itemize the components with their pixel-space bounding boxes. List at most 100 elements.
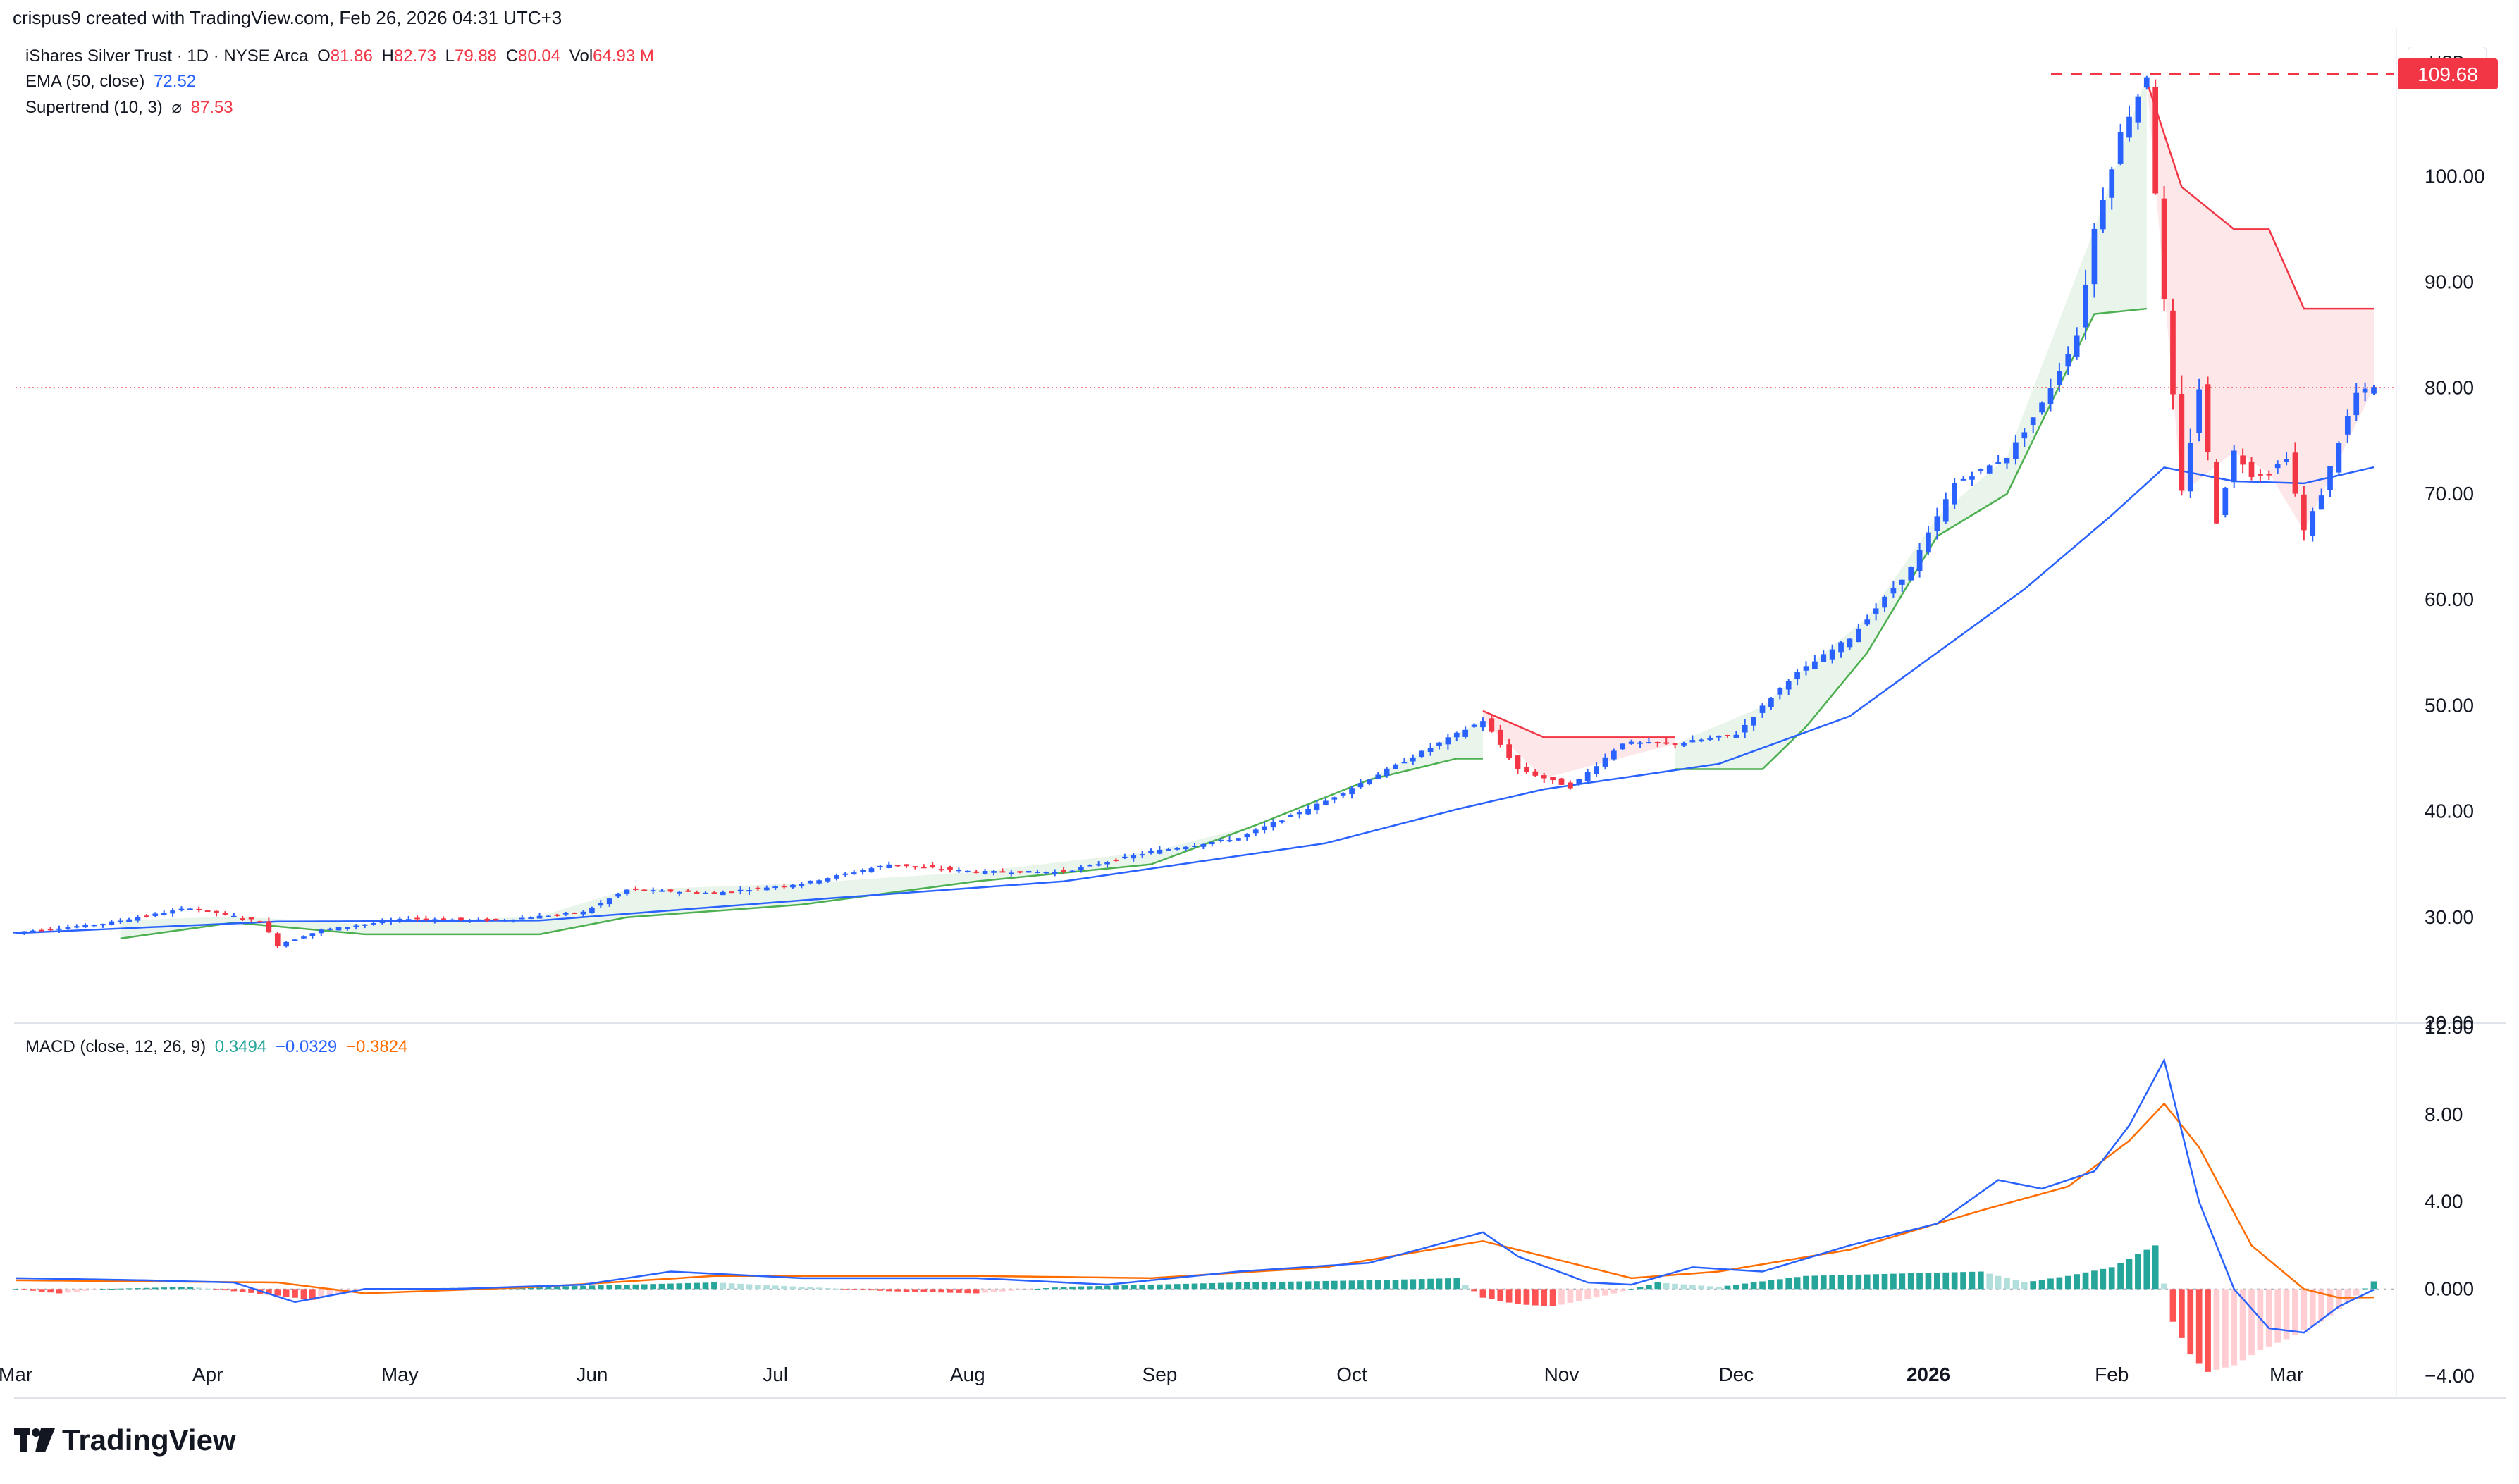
candle-body: [204, 910, 211, 913]
candle-body: [676, 891, 682, 894]
macd-hist-bar: [300, 1289, 307, 1299]
candle-body: [2170, 310, 2176, 395]
candle-body: [1279, 820, 1285, 822]
candle-body: [1663, 742, 1670, 744]
macd-hist-bar: [1095, 1285, 1102, 1290]
candle-body: [842, 873, 849, 875]
macd-hist-bar: [56, 1289, 63, 1294]
time-tick-label: Mar: [0, 1364, 32, 1385]
legend-supertrend-value: 87.53: [190, 98, 233, 117]
macd-line: [15, 1057, 2375, 1334]
candle-body: [502, 920, 507, 922]
macd-hist-bar: [650, 1284, 656, 1290]
macd-hist-bar: [1716, 1287, 1722, 1290]
macd-hist-bar: [1794, 1277, 1801, 1290]
macd-hist-bar: [1401, 1279, 1408, 1290]
candle-body: [519, 917, 525, 920]
macd-hist-bar: [684, 1282, 691, 1290]
macd-hist-bar: [1471, 1289, 1477, 1292]
candle-body: [309, 933, 316, 936]
macd-hist-bar: [1873, 1274, 1879, 1290]
macd-hist-bar: [1768, 1280, 1775, 1290]
candle-body: [1453, 732, 1460, 738]
macd-hist-bar: [1855, 1274, 1862, 1290]
candle-body: [799, 884, 805, 886]
price-tick-label: 90.00: [2425, 271, 2474, 293]
candle-body: [1357, 783, 1364, 788]
candle-body: [222, 913, 228, 915]
macd-hist-bar: [1287, 1281, 1294, 1290]
macd-hist-bar: [2205, 1289, 2211, 1372]
candle-body: [580, 911, 586, 915]
candle-body: [135, 917, 141, 921]
candle-body: [2074, 335, 2080, 357]
candle-body: [1707, 738, 1713, 740]
macd-hist-bar: [1776, 1279, 1783, 1290]
candle-body: [1218, 839, 1224, 841]
macd-hist-bar: [1654, 1282, 1661, 1290]
macd-hist-bar: [1121, 1285, 1128, 1290]
macd-hist-bar: [2135, 1254, 2141, 1290]
candle-body: [1742, 724, 1748, 733]
candle-body: [100, 924, 106, 926]
candle-body: [938, 869, 944, 871]
macd-hist-bar: [1837, 1275, 1844, 1290]
candle-body: [650, 890, 656, 892]
macd-hist-bar: [1942, 1272, 1950, 1290]
macd-hist-bar: [1392, 1279, 1399, 1290]
candle-body: [737, 889, 744, 891]
macd-hist-bar: [1646, 1285, 1652, 1290]
candle-body: [1584, 772, 1591, 781]
macd-hist-bar: [1270, 1282, 1276, 1290]
candle-body: [1558, 778, 1565, 785]
macd-hist-bar: [117, 1288, 124, 1290]
macd-hist-bar: [178, 1287, 185, 1290]
candle-body: [615, 894, 621, 897]
macd-hist-bar: [1139, 1285, 1145, 1290]
candle-body: [851, 872, 857, 874]
legend-ema[interactable]: EMA (50, close) 72.52: [25, 72, 196, 92]
macd-hist-bar: [2213, 1289, 2220, 1370]
candle-body: [117, 920, 123, 922]
candle-body: [1252, 829, 1259, 834]
macd-hist-bar: [2231, 1289, 2238, 1366]
legend-supertrend[interactable]: Supertrend (10, 3) ⌀ 87.53: [25, 97, 233, 118]
candle-body: [292, 939, 298, 941]
legend-close: 80.04: [518, 47, 561, 66]
candle-body: [283, 941, 290, 947]
macd-hist-bar: [1532, 1289, 1539, 1306]
macd-hist-bar: [2248, 1289, 2255, 1356]
candle-body: [397, 918, 403, 921]
tradingview-logo[interactable]: TradingView: [14, 1423, 236, 1457]
macd-hist-bar: [1523, 1289, 1530, 1305]
candle-body: [2284, 459, 2289, 462]
candle-body: [685, 890, 691, 892]
macd-hist-bar: [1907, 1273, 1914, 1290]
macd-tick-label: 8.00: [2425, 1103, 2463, 1125]
legend-macd[interactable]: MACD (close, 12, 26, 9) 0.3494 −0.0329 −…: [25, 1037, 407, 1057]
macd-hist-bar: [1314, 1281, 1320, 1290]
candle-body: [2047, 388, 2054, 404]
macd-hist-bar: [2274, 1289, 2281, 1343]
candle-body: [729, 891, 735, 894]
candle-body: [327, 928, 333, 930]
candle-body: [1471, 724, 1477, 727]
candle-body: [1043, 872, 1049, 874]
candle-body: [2187, 443, 2193, 492]
candle-body: [2135, 96, 2141, 123]
macd-hist-bar: [2292, 1289, 2298, 1335]
candle-body: [230, 915, 237, 917]
candle-body: [1821, 654, 1827, 662]
macd-hist-bar: [1078, 1286, 1085, 1290]
macd-hist-bar: [1567, 1289, 1574, 1303]
macd-hist-bar: [318, 1289, 325, 1299]
candle-body: [1873, 608, 1879, 614]
candle-body: [746, 890, 752, 892]
macd-hist-bar: [1489, 1289, 1495, 1299]
macd-hist-bar: [1515, 1289, 1521, 1304]
candle-body: [1226, 840, 1233, 842]
macd-hist-bar: [1698, 1285, 1705, 1290]
candle-body: [1349, 788, 1355, 795]
candle-body: [345, 927, 350, 929]
